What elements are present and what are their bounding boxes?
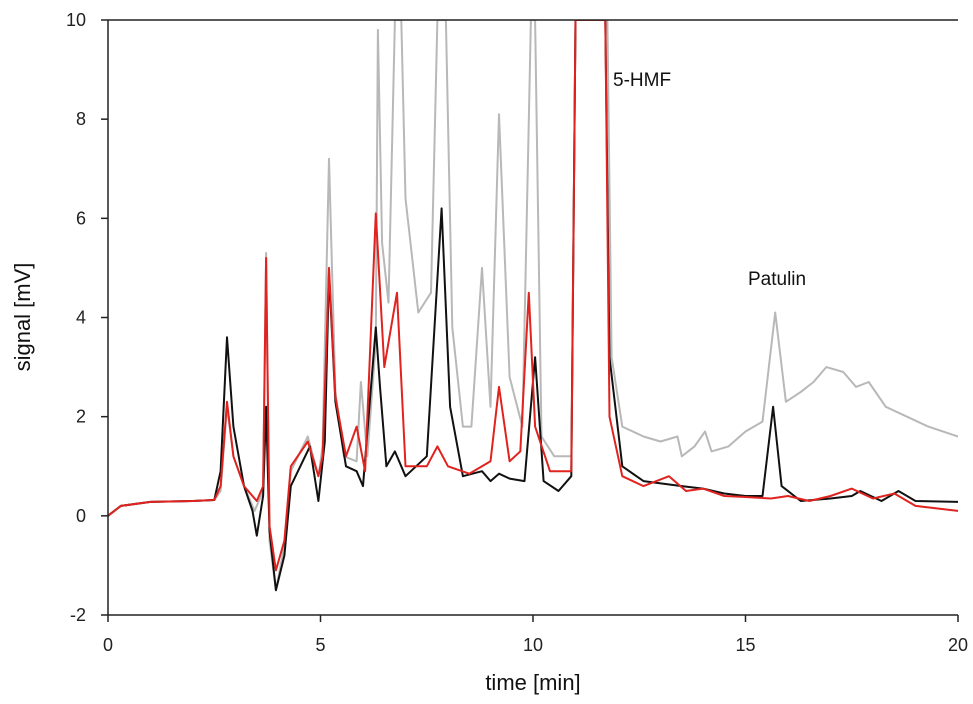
y-tick-label: 0 [76, 506, 86, 526]
axes [101, 19, 959, 622]
series-line-1 [108, 20, 958, 592]
y-tick-label: 2 [76, 407, 86, 427]
y-tick-label: 4 [76, 308, 86, 328]
x-tick-label: 20 [948, 635, 968, 655]
y-tick-label: -2 [70, 605, 86, 625]
series-line-2 [108, 20, 958, 592]
x-tick-label: 10 [523, 635, 543, 655]
x-tick-label: 15 [735, 635, 755, 655]
y-tick-label: 8 [76, 109, 86, 129]
x-tick-label: 0 [103, 635, 113, 655]
annotation-5-hmf: 5-HMF [613, 70, 671, 91]
y-tick-label: 6 [76, 208, 86, 228]
x-tick-label: 5 [315, 635, 325, 655]
tick-labels: 0 5 10 15 20 -2 0 2 4 6 8 10 [66, 10, 968, 655]
annotation-patulin: Patulin [748, 269, 806, 290]
y-tick-label: 10 [66, 10, 86, 30]
series-line-3 [108, 20, 958, 572]
x-axis-title: time [min] [485, 670, 580, 695]
plot-lines [108, 20, 958, 592]
y-axis-title: signal [mV] [10, 263, 35, 372]
